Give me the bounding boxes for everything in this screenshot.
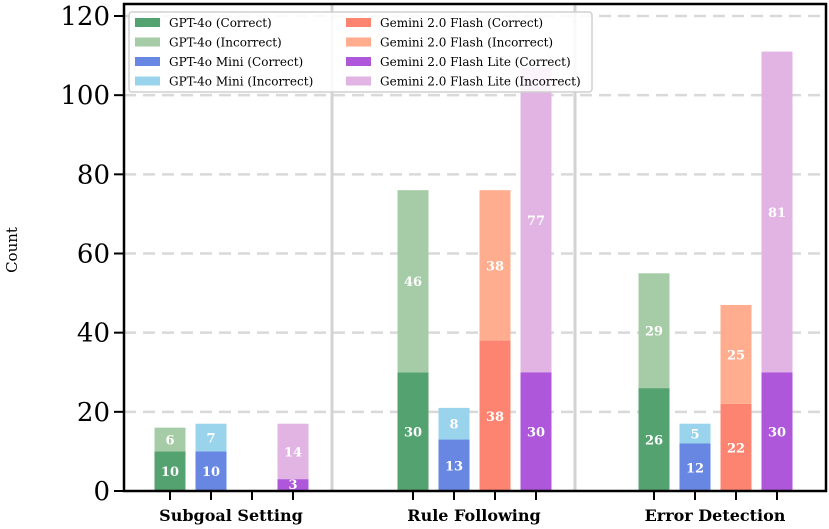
bar-value-label: 30	[527, 426, 545, 441]
bar-value-label: 29	[645, 325, 663, 340]
bar-correct	[520, 372, 552, 491]
bar-correct	[638, 388, 670, 491]
bar-value-label: 38	[486, 410, 504, 425]
bars: 10 6 10 7 3 14 30 46 13 8 38 38 30 77 26 29 12 5 22 25 30 81	[154, 51, 793, 493]
legend-box	[128, 11, 593, 93]
legend-swatch	[135, 57, 160, 66]
bar-correct	[761, 372, 793, 491]
bar-value-label: 12	[686, 461, 704, 476]
bar-incorrect	[479, 190, 511, 341]
bar-incorrect	[154, 427, 186, 452]
bar-correct	[397, 372, 429, 491]
x-category-label: Subgoal Setting	[159, 506, 303, 525]
bar-value-label: 22	[727, 441, 745, 456]
bar-incorrect	[679, 423, 711, 444]
bar-correct	[277, 479, 309, 491]
legend-label: Gemini 2.0 Flash (Correct)	[380, 16, 543, 30]
bar-value-label: 30	[768, 426, 786, 441]
bar-incorrect	[438, 407, 470, 440]
bar-value-label: 10	[202, 465, 220, 480]
bar-value-label: 3	[288, 478, 297, 493]
x-category-label: Error Detection	[645, 506, 786, 525]
legend-swatch	[135, 18, 160, 27]
bar-value-label: 81	[768, 206, 786, 221]
bar-incorrect	[277, 423, 309, 480]
legend-swatch	[346, 18, 371, 27]
bar-value-label: 6	[165, 434, 174, 449]
bar-correct	[479, 340, 511, 491]
legend-label: GPT-4o (Incorrect)	[169, 36, 282, 50]
bar-value-label: 25	[727, 348, 745, 363]
legend: GPT-4o (Correct) GPT-4o (Incorrect) GPT-4o…	[128, 11, 593, 93]
legend-swatch	[135, 37, 160, 47]
legend-swatch	[135, 76, 160, 86]
plot-frame	[122, 2, 828, 493]
legend-swatch	[346, 37, 371, 47]
bar-value-label: 46	[404, 275, 422, 290]
bar-value-label: 5	[690, 428, 699, 443]
bar-value-label: 8	[449, 418, 458, 433]
bar-correct	[679, 443, 711, 491]
legend-swatch	[346, 57, 371, 66]
legend-label: Gemini 2.0 Flash Lite (Correct)	[380, 55, 571, 69]
y-tick-label: 40	[77, 319, 110, 349]
y-tick-label: 60	[77, 240, 110, 270]
bar-value-label: 38	[486, 259, 504, 274]
y-tick-label: 20	[77, 398, 110, 428]
bar-correct	[154, 451, 186, 491]
bar-value-label: 10	[161, 465, 179, 480]
bar-incorrect	[397, 190, 429, 373]
legend-label: GPT-4o (Correct)	[169, 16, 272, 30]
legend-swatch	[346, 76, 371, 86]
x-category-label: Rule Following	[407, 506, 540, 525]
bar-incorrect	[761, 51, 793, 373]
bar-value-label: 30	[404, 426, 422, 441]
bar-correct	[720, 403, 752, 491]
y-tick-label: 80	[77, 160, 110, 190]
bar-incorrect	[720, 304, 752, 404]
bar-incorrect	[520, 67, 552, 373]
bar-correct	[438, 439, 470, 491]
bar-incorrect	[195, 423, 227, 452]
legend-label: GPT-4o Mini (Incorrect)	[169, 75, 313, 89]
bar-value-label: 77	[527, 214, 545, 229]
y-axis-label: Count	[3, 227, 21, 273]
legend-label: GPT-4o Mini (Correct)	[169, 55, 303, 69]
y-tick-label: 100	[60, 81, 110, 111]
bar-incorrect	[638, 273, 670, 389]
legend-label: Gemini 2.0 Flash Lite (Incorrect)	[380, 75, 581, 89]
bar-value-label: 13	[445, 459, 463, 474]
bar-value-label: 26	[645, 434, 663, 449]
y-tick-label: 120	[60, 2, 110, 32]
bar-value-label: 14	[284, 445, 302, 460]
y-tick-label: 0	[93, 477, 110, 507]
legend-label: Gemini 2.0 Flash (Incorrect)	[380, 36, 553, 50]
bar-correct	[195, 451, 227, 491]
axes: 0 20 40 60 80 100 120 Subgoal Setting Rule Follo…	[60, 2, 828, 525]
bar-value-label: 7	[206, 432, 215, 447]
